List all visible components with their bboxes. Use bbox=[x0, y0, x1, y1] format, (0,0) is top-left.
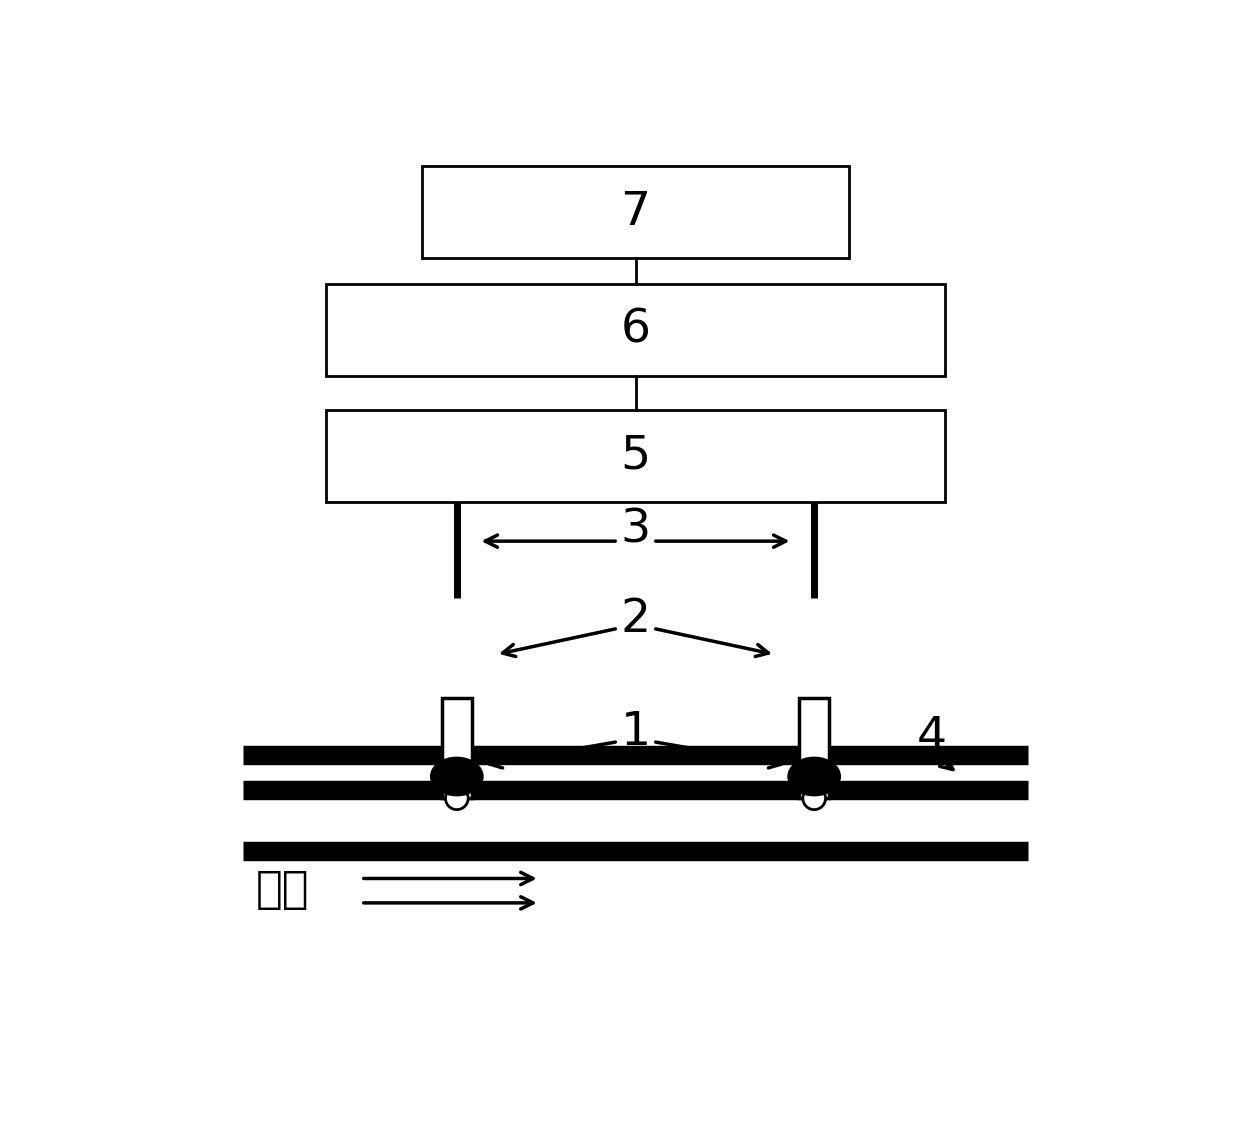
Text: 1: 1 bbox=[620, 711, 651, 755]
Bar bbox=[799, 698, 830, 798]
Text: 6: 6 bbox=[620, 307, 651, 352]
Text: 2: 2 bbox=[620, 597, 651, 642]
Bar bbox=[326, 411, 945, 501]
Ellipse shape bbox=[430, 757, 482, 796]
Text: 7: 7 bbox=[620, 189, 651, 234]
Text: 3: 3 bbox=[620, 507, 651, 552]
Text: 流体: 流体 bbox=[255, 868, 309, 911]
Bar bbox=[441, 698, 472, 798]
Circle shape bbox=[445, 787, 469, 809]
Bar bbox=[422, 166, 849, 258]
Circle shape bbox=[802, 787, 826, 809]
Text: 5: 5 bbox=[620, 434, 651, 479]
Ellipse shape bbox=[789, 757, 841, 796]
Bar bbox=[326, 284, 945, 376]
Text: 4: 4 bbox=[916, 714, 947, 760]
